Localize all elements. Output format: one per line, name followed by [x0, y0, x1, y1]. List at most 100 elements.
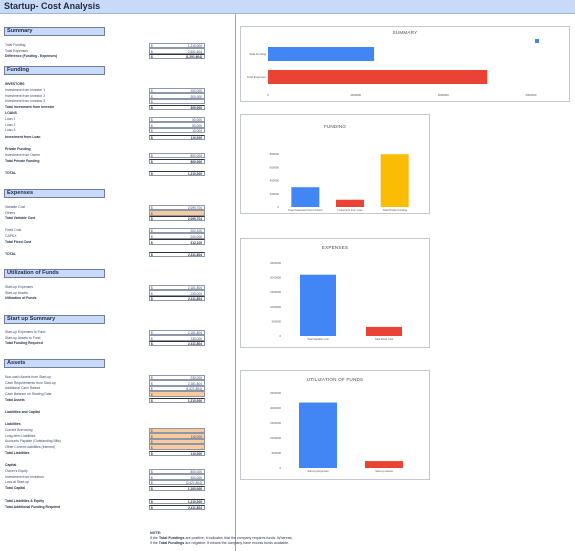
value: 10,000 [192, 129, 202, 134]
value-cell[interactable]: $1,210,000 [149, 397, 205, 403]
value: 50,000 [192, 123, 202, 128]
bar-total-funding [268, 47, 375, 61]
value-cell[interactable]: $ [149, 391, 205, 397]
row-label: Cash Balance on Starting Date [5, 391, 52, 396]
y-tick-label: 500000 [272, 451, 282, 455]
row-label: Capital [5, 463, 17, 467]
value-cell[interactable]: $2,411,804 [149, 340, 205, 347]
row-label: Others [5, 210, 16, 215]
value-cell[interactable]: $200,000 [149, 233, 205, 239]
value-cell[interactable]: $1,100,000 [149, 485, 205, 492]
note-head: NOTE: [150, 531, 162, 535]
value: 2,181,804 [187, 331, 202, 336]
value-cell[interactable]: $10,000 [149, 127, 205, 134]
note-line-2: if the Total Fundings are negative, it m… [150, 541, 290, 545]
value-cell[interactable]: $110,000 [149, 134, 205, 141]
funding-chart: FUNDING 0 200000 400000 600000 800000 Total I… [240, 114, 430, 214]
currency-symbol: $ [151, 291, 153, 296]
currency-symbol: $ [151, 445, 153, 450]
currency-symbol: $ [151, 470, 153, 475]
value-cell[interactable]: $ (1,291,604) [149, 53, 205, 60]
currency-symbol: $ [151, 94, 153, 99]
y-tick-label: 0 [279, 466, 281, 470]
value-cell[interactable]: $2,181,804 [149, 284, 205, 291]
left-panel [0, 14, 236, 551]
value-cell[interactable]: $300,000 [149, 104, 205, 110]
value: 800,000 [190, 160, 202, 165]
chart-title: EXPENSES [321, 245, 349, 250]
value-cell[interactable]: $1,210,000 [149, 170, 205, 176]
value-cell[interactable]: $2,099,704 [149, 204, 205, 211]
value-cell[interactable]: $312,100 [149, 239, 205, 245]
row-label: Non-cash Assets from Start-up [5, 375, 52, 379]
value-cell[interactable]: $50,000 [149, 122, 205, 128]
row-label: Accounts Payable (Outstanding Bills) [5, 439, 61, 443]
value-cell[interactable]: $2,181,804 [149, 380, 205, 386]
value: - [200, 445, 202, 450]
value: 800,000 [190, 154, 202, 159]
value: 1,100,000 [187, 487, 202, 492]
value: 110,000 [190, 136, 202, 141]
row-label: Start-up Expenses [5, 285, 33, 289]
row-label: CAPEX [5, 233, 17, 238]
value-cell[interactable]: $ - [149, 438, 205, 444]
value-cell[interactable]: $800,000 [149, 152, 205, 159]
currency-symbol: $ [151, 211, 153, 216]
value-cell[interactable]: $2,501,604 [149, 48, 205, 54]
value-cell[interactable]: $2,099,704 [149, 215, 205, 221]
chart-title: SUMMARY [392, 30, 418, 35]
section-header: Summary [4, 27, 105, 36]
value-cell[interactable]: $1,210,000 [149, 498, 205, 505]
y-tick-label: 0 [279, 334, 281, 338]
value-cell[interactable]: $200,000 [149, 93, 205, 99]
row-label: Difference (Funding - Expenses) [5, 54, 57, 58]
currency-symbol: $ [151, 506, 153, 511]
currency-symbol: $ [151, 49, 153, 54]
value-cell[interactable]: $2,411,804 [149, 504, 205, 511]
currency-symbol: $ [151, 55, 153, 60]
row-label: LOANS [5, 111, 17, 115]
value-cell[interactable]: $110,000 [149, 450, 205, 456]
value-cell[interactable]: $ - [149, 427, 205, 433]
value-cell[interactable]: $ (2,421,804) [149, 479, 205, 486]
value-cell[interactable]: $1,210,000 [149, 42, 205, 48]
value-cell[interactable]: $800,000 [149, 468, 205, 475]
value-cell[interactable]: $230,000 [149, 290, 205, 296]
row-label: Loan 2 [5, 122, 16, 127]
currency-symbol: $ [151, 342, 153, 347]
row-label: Total Funding Required [5, 341, 43, 345]
y-tick-label: 2000000 [270, 406, 281, 410]
currency-symbol: $ [151, 286, 153, 291]
note: NOTE: If the Total Fundings are positive… [150, 531, 293, 546]
currency-symbol: $ [151, 500, 153, 505]
category-label: Investment from Loan [337, 208, 363, 212]
chart-svg: 0 500000 1000000 1500000 2000000 2500000 Total… [270, 261, 402, 341]
value-cell[interactable]: $230,000 [149, 374, 205, 380]
row-label: Total Capital [5, 486, 26, 490]
y-tick-label: 400000 [270, 179, 280, 183]
value-cell[interactable]: $ [149, 210, 205, 216]
section-header: Assets [4, 359, 105, 368]
value-cell[interactable]: $300,000 [149, 474, 205, 480]
value-cell[interactable]: $800,000 [149, 158, 205, 165]
value: 230,000 [190, 336, 202, 341]
row-label: Total Funding [5, 43, 26, 47]
value-cell[interactable]: $2,411,804 [149, 295, 205, 301]
currency-symbol: $ [151, 89, 153, 94]
currency-symbol: $ [151, 481, 153, 486]
value-cell[interactable]: $2,411,804 [149, 251, 205, 257]
value-cell[interactable]: $50,000 [149, 116, 205, 122]
bar-0 [291, 187, 320, 207]
currency-symbol: $ [151, 206, 153, 211]
value-cell[interactable]: $110,000 [149, 433, 205, 439]
value-cell[interactable]: $ (1,421,804) [149, 385, 205, 391]
value-cell[interactable]: $100,000 [149, 87, 205, 94]
currency-symbol: $ [151, 434, 153, 439]
value-cell[interactable]: $2,181,804 [149, 329, 205, 336]
row-label: Other Current Liabilities (interest) [5, 444, 55, 449]
value-cell[interactable]: $ - [149, 444, 205, 450]
value-cell[interactable]: $ [149, 98, 205, 104]
value-cell[interactable]: $230,000 [149, 335, 205, 341]
value-cell[interactable]: $202,100 [149, 227, 205, 233]
category-label: Total Investment from Investor [288, 208, 323, 212]
